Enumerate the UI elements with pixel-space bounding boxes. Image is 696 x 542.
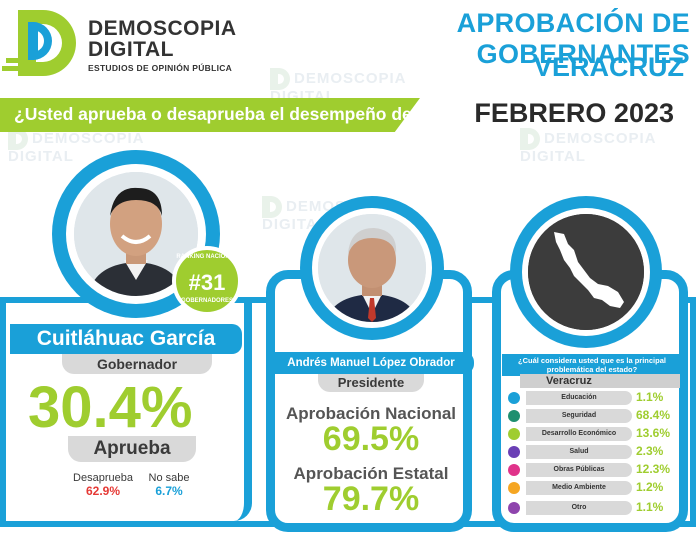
economy-icon [508, 428, 520, 440]
ranking-badge-bottom-text: GOBERNADORES [180, 298, 233, 304]
dont-know-label: No sabe [148, 472, 190, 484]
frame-left [0, 297, 6, 527]
brand-name-line1: DEMOSCOPIA [88, 17, 237, 40]
frame-right [690, 297, 696, 527]
list-item: Desarrollo Económico 13.6% [508, 426, 686, 444]
state-approval-label: Aprobación Estatal [293, 464, 449, 483]
governor-name: Cuitláhuac García [36, 327, 216, 350]
state-map-icon [528, 214, 644, 330]
person-portrait-icon [318, 214, 426, 322]
problem-label: Seguridad [526, 409, 632, 423]
problem-value: 2.3% [636, 444, 664, 458]
governor-role: Gobernador [62, 354, 212, 374]
president-name: Andrés Manuel López Obrador [268, 352, 474, 374]
list-item: Obras Públicas 12.3% [508, 462, 686, 480]
problem-value: 68.4% [636, 408, 671, 422]
state-approval-value: 79.7% [322, 480, 420, 518]
veracruz-map [528, 214, 644, 330]
brand-logo: DEMOSCOPIA DIGITAL ESTUDIOS DE OPINIÓN P… [2, 8, 246, 78]
problem-label: Desarrollo Económico [526, 427, 632, 441]
problem-value: 1.1% [636, 500, 664, 514]
problem-label: Otro [526, 501, 632, 515]
logo-mark-inner [28, 22, 52, 60]
environment-icon [508, 482, 520, 494]
list-item: Medio Ambiente 1.2% [508, 480, 686, 498]
health-icon [508, 446, 520, 458]
state-title: VERACRUZ [533, 52, 684, 82]
problem-value: 1.2% [636, 480, 664, 494]
list-item: Seguridad 68.4% [508, 408, 686, 426]
other-icon [508, 502, 520, 514]
ranking-badge: RANKING NACIONAL #31 GOBERNADORES [172, 246, 242, 316]
president-photo [318, 214, 426, 322]
problem-value: 13.6% [636, 426, 671, 440]
brand-name-line2: DIGITAL [88, 38, 174, 61]
governor-approval: 30.4% [28, 375, 193, 440]
president-role: Presidente [318, 374, 424, 392]
national-approval-value: 69.5% [322, 420, 420, 458]
problem-value: 1.1% [636, 390, 664, 404]
ranking-value: #31 [188, 270, 226, 295]
disapprove-value: 62.9% [85, 484, 121, 498]
page-title: APROBACIÓN DE GOBERNANTES [456, 8, 690, 69]
governor-name-bar: Cuitláhuac García [10, 324, 242, 354]
brand-name: DEMOSCOPIA DIGITAL [88, 18, 237, 60]
security-icon [508, 410, 520, 422]
disapprove-label: Desaprueba [73, 472, 133, 484]
ranking-badge-top-text: RANKING NACIONAL [176, 254, 238, 260]
problem-label: Educación [526, 391, 632, 405]
problem-label: Medio Ambiente [526, 481, 632, 495]
problems-table-header: Veracruz [520, 374, 680, 388]
public-works-icon [508, 464, 520, 476]
list-item: Salud 2.3% [508, 444, 686, 462]
survey-question: ¿Usted aprueba o desaprueba el desempeño… [14, 104, 423, 124]
list-item: Otro 1.1% [508, 500, 686, 518]
brand-tagline: ESTUDIOS DE OPINIÓN PÚBLICA [88, 63, 233, 73]
problem-value: 12.3% [636, 462, 671, 476]
problem-label: Obras Públicas [526, 463, 632, 477]
survey-date: FEBRERO 2023 [474, 98, 674, 128]
national-approval-label: Aprobación Nacional [285, 404, 457, 423]
dont-know-value: 6.7% [155, 484, 183, 498]
problem-label: Salud [526, 445, 632, 459]
education-icon [508, 392, 520, 404]
problems-question: ¿Cuál considera usted que es la principa… [502, 354, 682, 376]
governor-disapprove: Desaprueba 62.9% [72, 472, 134, 498]
question-banner [0, 98, 420, 132]
governor-approval-label: Aprueba [68, 436, 196, 462]
governor-dont-know: No sabe 6.7% [142, 472, 196, 498]
list-item: Educación 1.1% [508, 390, 686, 408]
